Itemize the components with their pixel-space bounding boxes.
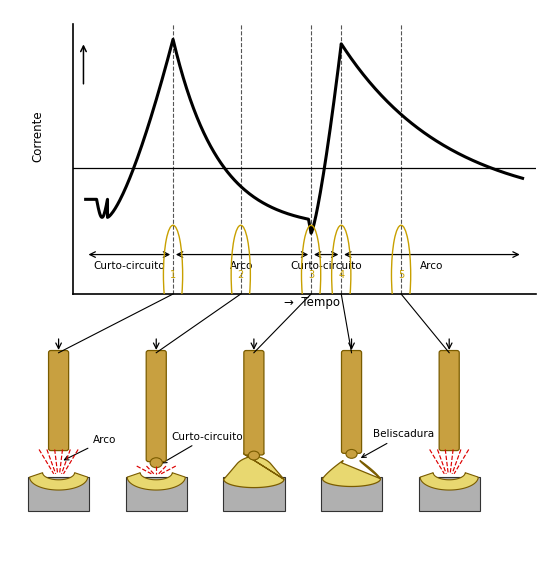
Text: 1: 1 bbox=[170, 270, 176, 280]
Ellipse shape bbox=[346, 449, 357, 458]
Polygon shape bbox=[420, 473, 478, 490]
Bar bbox=[223, 477, 285, 512]
FancyBboxPatch shape bbox=[244, 350, 264, 455]
Text: Arco: Arco bbox=[64, 435, 117, 460]
Polygon shape bbox=[224, 449, 284, 487]
Polygon shape bbox=[30, 473, 88, 490]
Ellipse shape bbox=[248, 451, 259, 460]
FancyBboxPatch shape bbox=[341, 350, 362, 453]
Text: Beliscadura: Beliscadura bbox=[362, 429, 434, 457]
Text: 4: 4 bbox=[338, 270, 344, 280]
Text: 2: 2 bbox=[238, 270, 244, 280]
Text: 5: 5 bbox=[398, 270, 404, 280]
Bar bbox=[126, 477, 187, 512]
Text: Curto-circuito: Curto-circuito bbox=[162, 432, 243, 463]
FancyBboxPatch shape bbox=[146, 350, 166, 462]
Bar bbox=[418, 477, 480, 512]
Text: Curto-circuito: Curto-circuito bbox=[290, 261, 362, 271]
Text: Arco: Arco bbox=[230, 261, 254, 271]
Polygon shape bbox=[127, 473, 185, 490]
Text: Arco: Arco bbox=[420, 261, 444, 271]
Text: Corrente: Corrente bbox=[31, 111, 44, 162]
Polygon shape bbox=[323, 460, 381, 486]
Bar bbox=[321, 477, 382, 512]
Text: 3: 3 bbox=[308, 270, 314, 280]
Ellipse shape bbox=[150, 457, 162, 467]
FancyBboxPatch shape bbox=[49, 350, 69, 450]
Text: →  Tempo: → Tempo bbox=[285, 296, 340, 309]
FancyBboxPatch shape bbox=[439, 350, 459, 450]
Text: Curto-circuito: Curto-circuito bbox=[94, 261, 165, 271]
Bar bbox=[28, 477, 89, 512]
